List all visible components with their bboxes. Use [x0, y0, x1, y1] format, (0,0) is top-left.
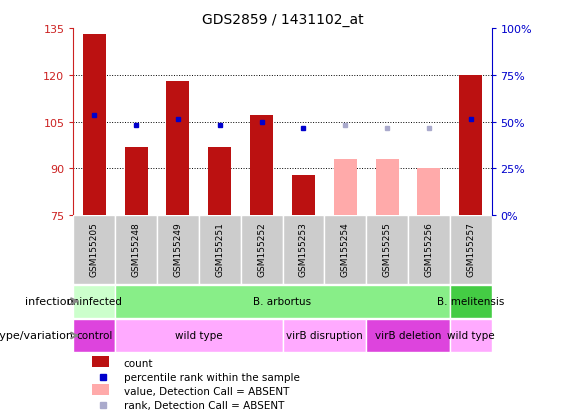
FancyBboxPatch shape — [408, 216, 450, 284]
Bar — [208, 147, 231, 216]
FancyBboxPatch shape — [366, 319, 450, 352]
FancyBboxPatch shape — [73, 216, 115, 284]
Text: value, Detection Call = ABSENT: value, Detection Call = ABSENT — [124, 386, 289, 396]
Text: GSM155252: GSM155252 — [257, 221, 266, 276]
Text: B. melitensis: B. melitensis — [437, 297, 505, 306]
Bar — [92, 356, 109, 368]
Bar — [334, 160, 357, 216]
FancyBboxPatch shape — [450, 285, 492, 318]
FancyBboxPatch shape — [157, 216, 199, 284]
FancyBboxPatch shape — [324, 216, 366, 284]
Bar — [292, 175, 315, 216]
Text: GSM155257: GSM155257 — [466, 221, 475, 276]
Text: GSM155256: GSM155256 — [424, 221, 433, 276]
Text: GSM155248: GSM155248 — [132, 221, 141, 276]
Bar — [167, 82, 189, 216]
Text: virB disruption: virB disruption — [286, 331, 363, 341]
Title: GDS2859 / 1431102_at: GDS2859 / 1431102_at — [202, 12, 363, 26]
Text: count: count — [124, 358, 153, 368]
Text: control: control — [76, 331, 112, 341]
Text: genotype/variation: genotype/variation — [0, 331, 73, 341]
Bar — [418, 169, 440, 216]
Text: uninfected: uninfected — [67, 297, 122, 306]
Bar — [92, 384, 109, 395]
FancyBboxPatch shape — [366, 216, 408, 284]
FancyBboxPatch shape — [115, 216, 157, 284]
Bar — [459, 76, 482, 216]
FancyBboxPatch shape — [73, 285, 115, 318]
Bar — [250, 116, 273, 216]
Text: rank, Detection Call = ABSENT: rank, Detection Call = ABSENT — [124, 400, 284, 410]
FancyBboxPatch shape — [282, 216, 324, 284]
Text: B. arbortus: B. arbortus — [254, 297, 311, 306]
Text: wild type: wild type — [447, 331, 494, 341]
FancyBboxPatch shape — [241, 216, 282, 284]
Text: GSM155253: GSM155253 — [299, 221, 308, 276]
FancyBboxPatch shape — [450, 319, 492, 352]
Bar — [376, 160, 398, 216]
Text: GSM155255: GSM155255 — [383, 221, 392, 276]
FancyBboxPatch shape — [199, 216, 241, 284]
Text: infection: infection — [25, 297, 73, 306]
FancyBboxPatch shape — [73, 319, 115, 352]
FancyBboxPatch shape — [282, 319, 366, 352]
Text: virB deletion: virB deletion — [375, 331, 441, 341]
FancyBboxPatch shape — [115, 285, 450, 318]
Text: wild type: wild type — [175, 331, 223, 341]
FancyBboxPatch shape — [115, 319, 282, 352]
Bar — [83, 35, 106, 216]
Text: GSM155254: GSM155254 — [341, 221, 350, 276]
FancyBboxPatch shape — [450, 216, 492, 284]
Text: GSM155249: GSM155249 — [173, 221, 182, 276]
Text: GSM155205: GSM155205 — [90, 221, 99, 276]
Text: GSM155251: GSM155251 — [215, 221, 224, 276]
Bar — [125, 147, 147, 216]
Text: percentile rank within the sample: percentile rank within the sample — [124, 372, 299, 382]
